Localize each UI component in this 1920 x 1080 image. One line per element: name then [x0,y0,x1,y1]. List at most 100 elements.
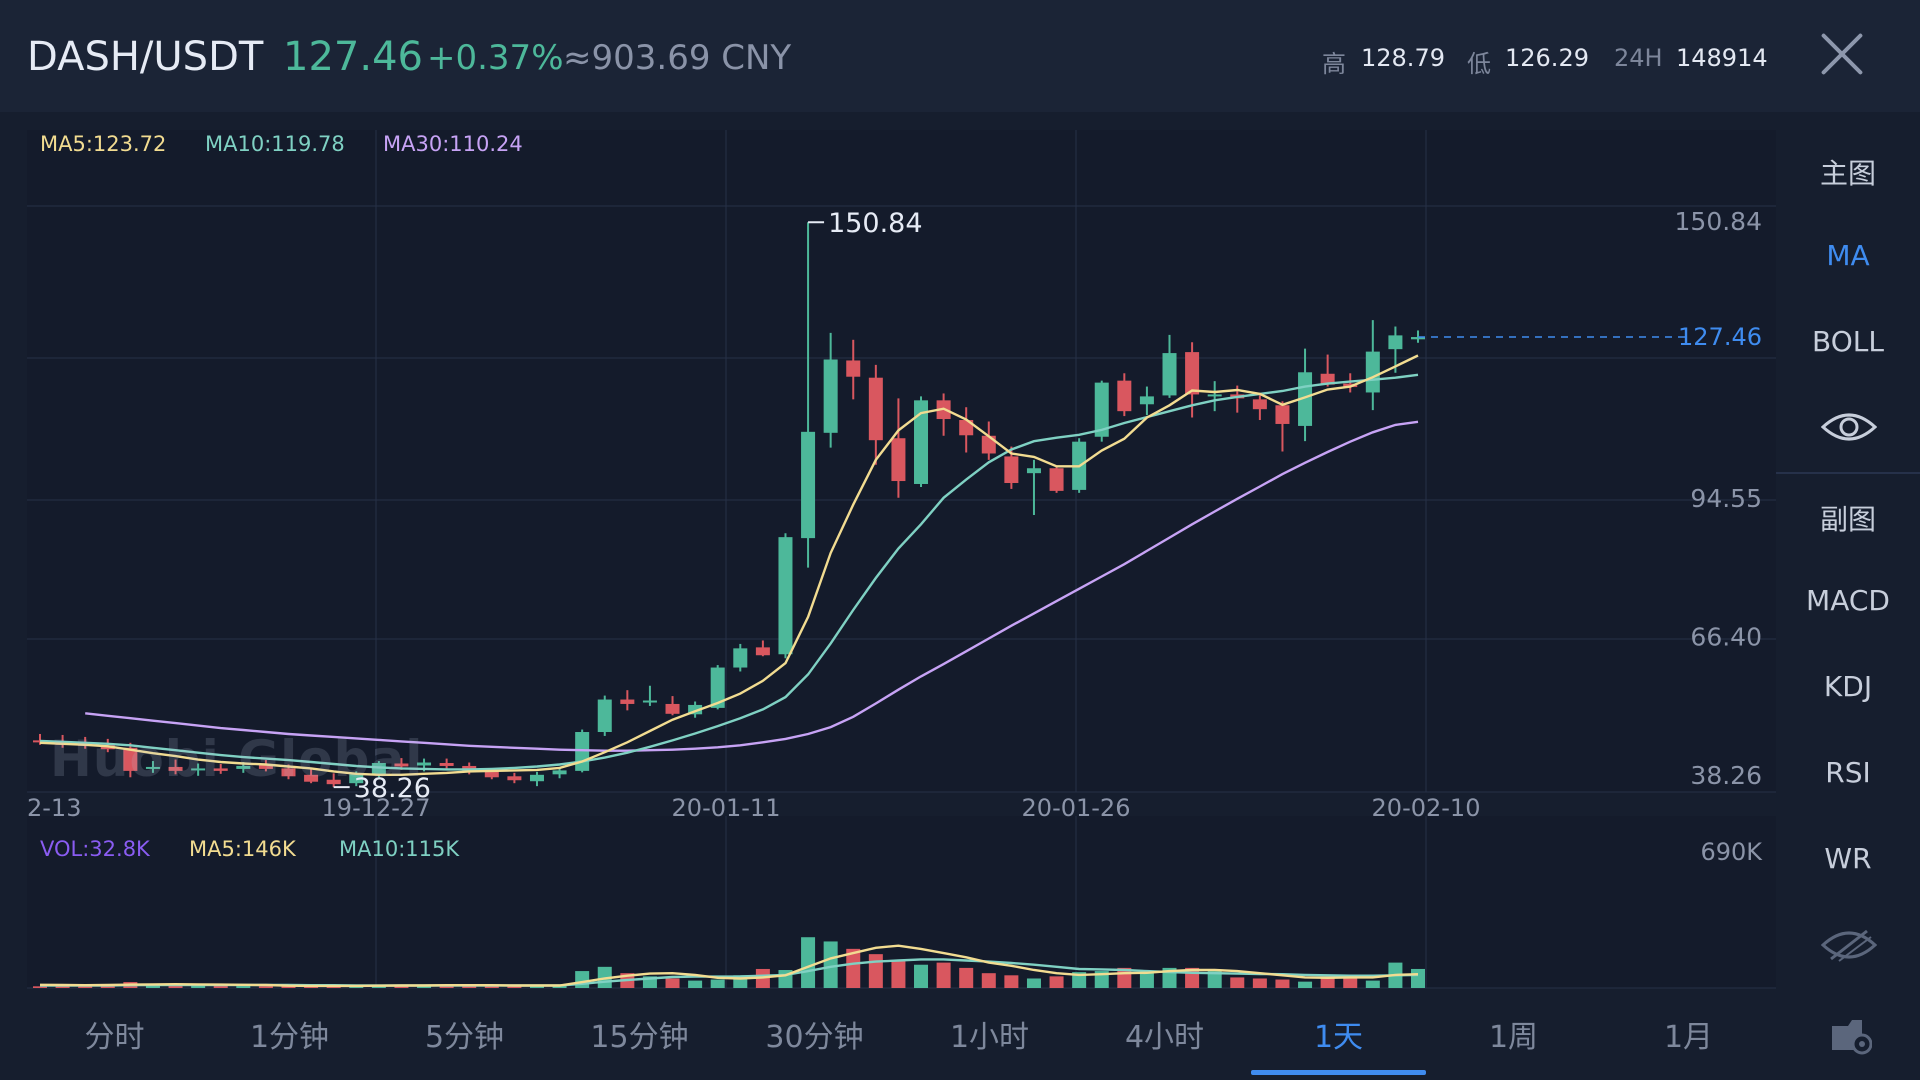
volume-bar [281,986,296,988]
candle-body [688,704,703,715]
volume-bar [1298,981,1313,988]
volume-bar [688,980,703,988]
tab-period-active[interactable]: 1天 [1313,1020,1364,1055]
candle-body [236,765,251,769]
rsi-button[interactable]: RSI [1825,756,1871,789]
volume-bar [484,985,499,988]
kdj-button[interactable]: KDJ [1823,670,1873,703]
volume-bar [168,984,183,988]
period-tabs: 分时 1分钟 5分钟 15分钟 30分钟 1小时 4小时 1天 1周 1月 [0,990,1776,1080]
volume-bar [1139,973,1154,988]
boll-button[interactable]: BOLL [1812,325,1884,358]
header-bar: DASH/USDT 127.46 +0.37% ≈903.69 CNY 高 12… [0,0,1920,112]
candle-body [914,400,929,484]
volume-bar [191,985,206,988]
candle-body [1252,399,1267,410]
candle-body [733,648,748,668]
volume-bar [236,986,251,988]
vol24-label: 24H [1614,44,1663,72]
y-tick-label: 150.84 [1675,207,1762,236]
tab-period[interactable]: 1分钟 [249,1020,330,1055]
kline-chart[interactable]: 150.84 94.55 66.40 38.26 690K 2-13 19-12-27 20-… [0,112,1776,990]
candle-body [281,768,296,777]
candle-body [710,667,725,708]
x-tick-label: 20-01-11 [672,794,781,822]
vol-axis-label: 690K [1700,838,1763,866]
volume-bar [914,964,929,988]
volume-bar [462,985,477,988]
candle-body [1320,373,1335,385]
candle-body [1004,456,1019,484]
candle-body [191,768,206,771]
candle-body [258,764,273,769]
volume-bar [258,986,273,988]
sub-chart-title: 副图 [1819,503,1876,536]
candle-body [665,703,680,714]
candle-body [529,774,544,782]
volume-bar [1207,971,1222,988]
volume-bar [710,979,725,988]
eye-off-icon[interactable] [1821,927,1877,963]
candle-body [642,700,657,703]
volume-bar [326,986,341,988]
candle-body [1388,335,1403,350]
tab-period[interactable]: 1周 [1488,1020,1539,1055]
candle-body [123,747,138,771]
x-tick-label: 2-13 [27,794,81,822]
volume-bar [1004,975,1019,988]
volume-bar [1320,976,1335,988]
candle-body [439,763,454,766]
candle-body [823,359,838,433]
candle-body [484,771,499,778]
tab-period[interactable]: 1月 [1663,1020,1714,1055]
volume-bar [507,986,522,988]
candle-body [846,360,861,377]
candle-body [959,420,974,436]
wr-button[interactable]: WR [1824,842,1872,875]
last-price: 127.46 [283,34,423,80]
x-tick-label: 19-12-27 [322,794,431,822]
candle-body [145,766,160,769]
price-change: +0.37% [427,38,564,78]
close-icon[interactable] [1818,30,1866,78]
candle-body [801,431,816,539]
volume-bar [439,985,454,988]
tab-period[interactable]: 分时 [84,1020,145,1055]
high-value: 128.79 [1361,44,1445,72]
candle-body [1117,380,1132,412]
candle-body [620,699,635,704]
volume-bar [1049,976,1064,988]
candle-body [417,762,432,766]
tab-period[interactable]: 1小时 [949,1020,1030,1055]
candle-body [326,779,341,785]
candle-body [868,377,883,441]
candle-body [1162,353,1177,396]
main-chart-title: 主图 [1819,157,1876,190]
volume-bar [823,941,838,988]
ma-button[interactable]: MA [1826,239,1870,272]
tab-period[interactable]: 15分钟 [590,1020,689,1055]
ma10-line [39,373,1419,771]
settings-icon[interactable] [1828,1012,1872,1056]
candle-body [597,699,612,733]
vol-legend: VOL:32.8K [40,837,150,861]
last-price-label: 127.46 [1678,323,1762,351]
macd-button[interactable]: MACD [1806,584,1890,617]
trading-pair: DASH/USDT [27,34,264,80]
tab-period[interactable]: 4小时 [1124,1020,1205,1055]
volume-bar [1230,977,1245,988]
volume-bar [1365,980,1380,988]
ma5-line [39,354,1419,776]
volume-bar [213,985,228,988]
candle-body [778,537,793,655]
active-tab-indicator [1251,1070,1426,1075]
volume-bar [32,986,48,988]
volume-bar [642,976,657,988]
candle-body [1410,337,1426,340]
tab-period[interactable]: 30分钟 [765,1020,864,1055]
tab-period[interactable]: 5分钟 [424,1020,505,1055]
candle-body [1365,351,1380,393]
eye-icon[interactable] [1821,409,1877,445]
sidebar-divider [1776,472,1920,474]
candle-body [1139,396,1154,405]
